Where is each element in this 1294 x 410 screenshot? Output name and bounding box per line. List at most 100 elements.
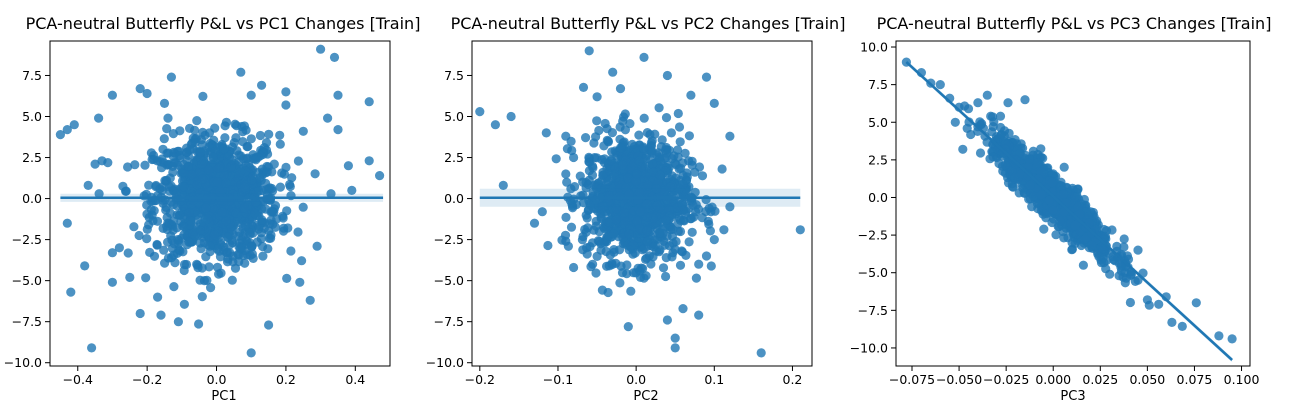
scatter-point xyxy=(680,209,691,219)
scatter-point xyxy=(114,243,124,253)
scatter-point xyxy=(1044,195,1054,205)
x-tick-label: 0.2 xyxy=(276,372,296,387)
scatter-point xyxy=(258,251,268,261)
scatter-point xyxy=(490,120,500,130)
scatter-point xyxy=(275,182,285,192)
scatter-point xyxy=(204,262,214,272)
scatter-point xyxy=(244,228,255,238)
scatter-point xyxy=(166,72,176,82)
scatter-point xyxy=(1142,295,1152,305)
scatter-point xyxy=(1119,234,1129,244)
scatter-point xyxy=(666,128,677,138)
scatter-point xyxy=(364,97,374,107)
scatter-point xyxy=(498,180,508,190)
scatter-points xyxy=(475,46,805,358)
scatter-point xyxy=(635,224,645,234)
scatter-point xyxy=(988,152,998,162)
scatter-point xyxy=(1087,240,1097,251)
scatter-point xyxy=(269,159,279,169)
panel-title: PCA-neutral Butterfly P&L vs PC2 Changes… xyxy=(451,14,846,33)
scatter-point xyxy=(1020,95,1030,105)
scatter-point xyxy=(678,158,688,168)
scatter-point xyxy=(305,295,315,305)
scatter-point xyxy=(677,246,687,256)
scatter-point xyxy=(1073,184,1083,194)
scatter-point xyxy=(624,245,634,255)
scatter-point xyxy=(1119,242,1129,252)
scatter-point xyxy=(987,127,997,137)
scatter-point xyxy=(152,239,162,250)
scatter-point xyxy=(135,308,145,319)
scatter-point xyxy=(1110,256,1120,266)
scatter-point xyxy=(688,200,698,210)
scatter-point xyxy=(159,134,169,144)
scatter-point xyxy=(240,221,250,231)
scatter-point xyxy=(672,202,682,213)
scatter-point xyxy=(1114,271,1124,281)
scatter-point xyxy=(588,259,598,269)
scatter-point xyxy=(1079,194,1089,205)
panel-title: PCA-neutral Butterfly P&L vs PC1 Changes… xyxy=(26,14,421,33)
y-tick-label: 5.0 xyxy=(444,109,464,124)
scatter-point xyxy=(596,245,606,255)
scatter-point xyxy=(282,273,292,283)
scatter-point xyxy=(183,161,193,171)
scatter-point xyxy=(966,129,976,140)
scatter-point xyxy=(609,169,619,180)
scatter-point xyxy=(1067,238,1077,248)
scatter-point xyxy=(1105,269,1115,279)
scatter-point xyxy=(135,84,145,94)
scatter-point xyxy=(347,185,357,195)
scatter-point xyxy=(623,322,633,332)
y-tick-label: −7.5 xyxy=(434,314,464,329)
scatter-point xyxy=(195,225,205,235)
x-tick-label: −0.025 xyxy=(983,372,1029,387)
panel-title: PCA-neutral Butterfly P&L vs PC3 Changes… xyxy=(877,14,1272,33)
scatter-point xyxy=(221,216,231,226)
scatter-point xyxy=(185,216,196,226)
y-tick-label: −5.0 xyxy=(12,273,42,288)
scatter-point xyxy=(1023,171,1033,181)
scatter-point xyxy=(204,165,214,175)
x-tick-label: −0.1 xyxy=(543,372,573,387)
scatter-point xyxy=(234,150,244,160)
x-tick-label: 0.100 xyxy=(1224,372,1260,387)
scatter-point xyxy=(1048,205,1058,215)
scatter-point xyxy=(323,113,333,123)
scatter-point xyxy=(567,145,577,156)
scatter-point xyxy=(87,343,97,353)
scatter-point xyxy=(1133,245,1143,255)
scatter-point xyxy=(159,245,169,255)
scatter-point xyxy=(697,213,707,223)
scatter-point xyxy=(973,98,983,108)
scatter-point xyxy=(661,253,671,263)
scatter-point xyxy=(614,245,625,255)
scatter-point xyxy=(1075,209,1085,219)
scatter-point xyxy=(173,317,183,327)
scatter-point xyxy=(583,223,593,233)
x-tick-label: 0.0 xyxy=(626,372,646,387)
scatter-point xyxy=(255,173,265,183)
scatter-point xyxy=(561,131,571,141)
scatter-point xyxy=(996,122,1006,133)
scatter-point xyxy=(201,203,211,213)
scatter-point xyxy=(605,250,616,260)
scatter-point xyxy=(69,120,79,130)
y-tick-label: −2.5 xyxy=(12,232,42,247)
y-tick-label: 2.5 xyxy=(868,152,888,167)
scatter-point xyxy=(644,251,655,261)
scatter-point xyxy=(642,212,652,222)
scatter-point xyxy=(627,139,637,149)
scatter-point xyxy=(591,183,602,193)
scatter-point xyxy=(756,348,766,358)
scatter-point xyxy=(179,182,189,192)
y-tick-label: 2.5 xyxy=(444,150,464,165)
scatter-point xyxy=(645,129,655,140)
scatter-point xyxy=(1191,298,1201,308)
scatter-point xyxy=(239,203,249,213)
scatter-point xyxy=(646,259,656,269)
scatter-point xyxy=(592,116,602,126)
scatter-point xyxy=(145,247,155,257)
scatter-point xyxy=(141,273,151,283)
scatter-point xyxy=(252,187,262,197)
